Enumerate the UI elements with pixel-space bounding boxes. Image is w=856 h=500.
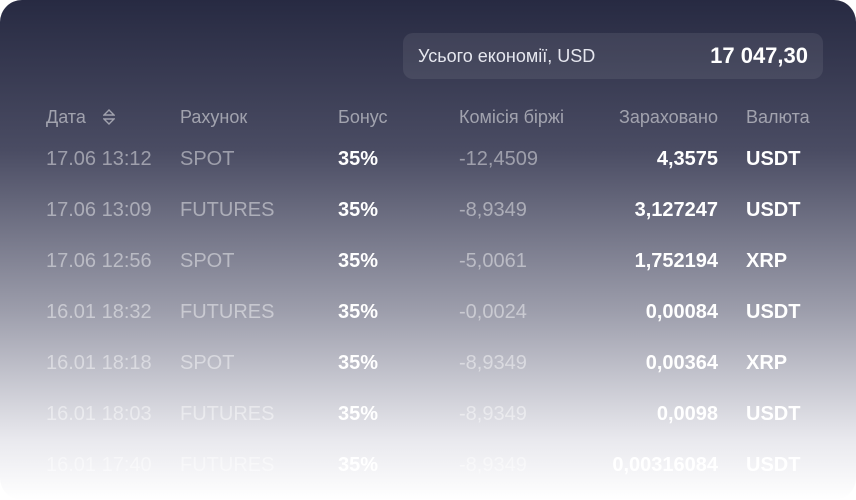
bonus-cell: 35% [338, 148, 379, 170]
account-cell: SPOT [180, 250, 235, 272]
bonus-cell: 35% [338, 403, 379, 425]
account-cell: FUTURES [180, 199, 275, 221]
credited-cell: 1,752194 [634, 250, 718, 272]
commission-cell: -5,0061 [459, 250, 527, 272]
summary-value: 17 047,30 [710, 43, 808, 68]
bonus-cell: 35% [338, 301, 379, 323]
currency-cell: USDT [746, 148, 801, 170]
credited-cell: 3,127247 [634, 199, 718, 221]
credited-cell: 0,00316084 [612, 454, 718, 476]
date-cell: 16.01 18:32 [46, 301, 152, 323]
currency-cell: XRP [746, 352, 788, 374]
commission-cell: -0,0024 [459, 301, 527, 323]
credited-cell: 0,00084 [645, 301, 718, 323]
commission-cell: -8,9349 [459, 199, 527, 221]
currency-cell: USDT [746, 301, 801, 323]
date-cell: 16.01 17:40 [46, 454, 152, 476]
column-header: Дата [46, 107, 86, 127]
credited-cell: 0,00364 [645, 352, 718, 374]
bonus-cell: 35% [338, 250, 379, 272]
currency-cell: USDT [746, 403, 801, 425]
commission-cell: -8,9349 [459, 403, 527, 425]
commission-cell: -12,4509 [459, 148, 538, 170]
column-header: Рахунок [180, 107, 248, 127]
sort-icon[interactable] [103, 109, 115, 125]
commission-cell: -8,9349 [459, 352, 527, 374]
bonus-cell: 35% [338, 454, 379, 476]
date-cell: 17.06 13:09 [46, 199, 152, 221]
commission-cell: -8,9349 [459, 454, 527, 476]
currency-cell: XRP [746, 250, 788, 272]
column-header: Валюта [746, 107, 810, 127]
column-header: Зараховано [618, 107, 718, 127]
currency-cell: USDT [746, 199, 801, 221]
date-cell: 17.06 12:56 [46, 250, 152, 272]
currency-cell: USDT [746, 454, 801, 476]
column-header: Комісія біржі [459, 107, 564, 127]
date-cell: 16.01 18:18 [46, 352, 152, 374]
credited-cell: 0,0098 [656, 403, 718, 425]
column-header: Бонус [338, 107, 388, 127]
account-cell: FUTURES [180, 454, 275, 476]
date-cell: 17.06 13:12 [46, 148, 152, 170]
account-cell: SPOT [180, 148, 235, 170]
account-cell: SPOT [180, 352, 235, 374]
account-cell: FUTURES [180, 403, 275, 425]
account-cell: FUTURES [180, 301, 275, 323]
credited-cell: 4,3575 [656, 148, 718, 170]
summary-label: Усього економії, USD [418, 46, 596, 66]
date-cell: 16.01 18:03 [46, 403, 152, 425]
bonus-cell: 35% [338, 199, 379, 221]
summary-box: Усього економії, USD 17 047,30 [403, 33, 823, 79]
bonus-cell: 35% [338, 352, 379, 374]
